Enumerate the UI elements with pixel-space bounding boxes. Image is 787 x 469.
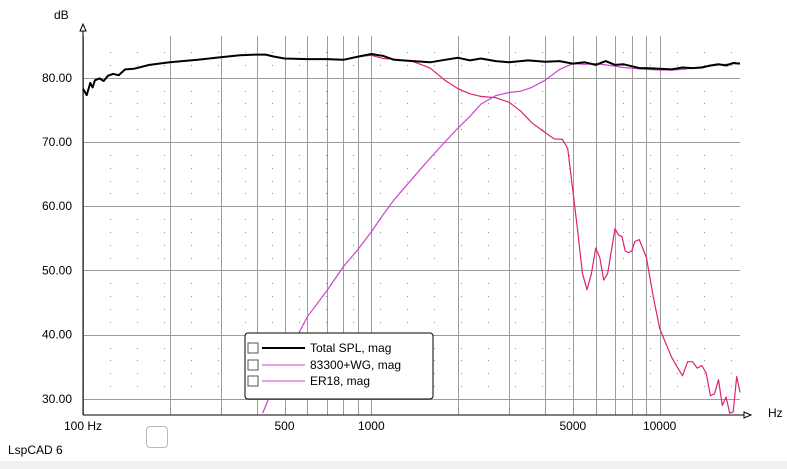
series-line	[82, 53, 741, 97]
legend-label: ER18, mag	[310, 374, 370, 388]
legend-item: 83300+WG, mag	[247, 358, 401, 372]
series-line	[358, 54, 741, 414]
legend-checkbox[interactable]	[247, 375, 259, 387]
series-lines	[82, 53, 741, 414]
legend-item: Total SPL, mag	[247, 341, 391, 355]
x-tick-label: 10000	[643, 419, 677, 433]
y-tick-label: 80.00	[42, 71, 72, 85]
toolbar-button[interactable]	[146, 426, 168, 448]
tick-labels: 30.00 40.00 50.00 60.00 70.00 80.00 100 Hz 500 1…	[42, 71, 677, 433]
grid	[83, 36, 740, 415]
legend-item: ER18, mag	[247, 374, 370, 388]
x-axis-label: Hz	[768, 406, 783, 420]
y-tick-label: 70.00	[42, 135, 72, 149]
y-axis-arrow-icon	[79, 22, 87, 32]
axes: dB Hz	[54, 8, 783, 420]
y-tick-label: 30.00	[42, 392, 72, 406]
x-tick-label: 1000	[358, 419, 385, 433]
x-axis-arrow-icon	[743, 411, 753, 419]
legend: Total SPL, mag 83300+WG, mag ER18, mag	[244, 332, 434, 400]
status-bar	[0, 461, 787, 469]
x-tick-label: 100 Hz	[64, 419, 102, 433]
legend-checkbox[interactable]	[247, 342, 259, 354]
y-axis-label: dB	[54, 8, 69, 22]
app-name-label: LspCAD 6	[8, 443, 63, 457]
y-tick-label: 60.00	[42, 199, 72, 213]
x-tick-label: 500	[275, 419, 295, 433]
y-tick-label: 40.00	[42, 328, 72, 342]
series-line	[262, 62, 740, 414]
legend-label: Total SPL, mag	[310, 341, 391, 355]
y-tick-label: 50.00	[42, 263, 72, 277]
x-tick-label: 5000	[559, 419, 586, 433]
legend-checkbox[interactable]	[247, 359, 259, 371]
legend-label: 83300+WG, mag	[310, 358, 401, 372]
legend-box	[244, 332, 434, 400]
